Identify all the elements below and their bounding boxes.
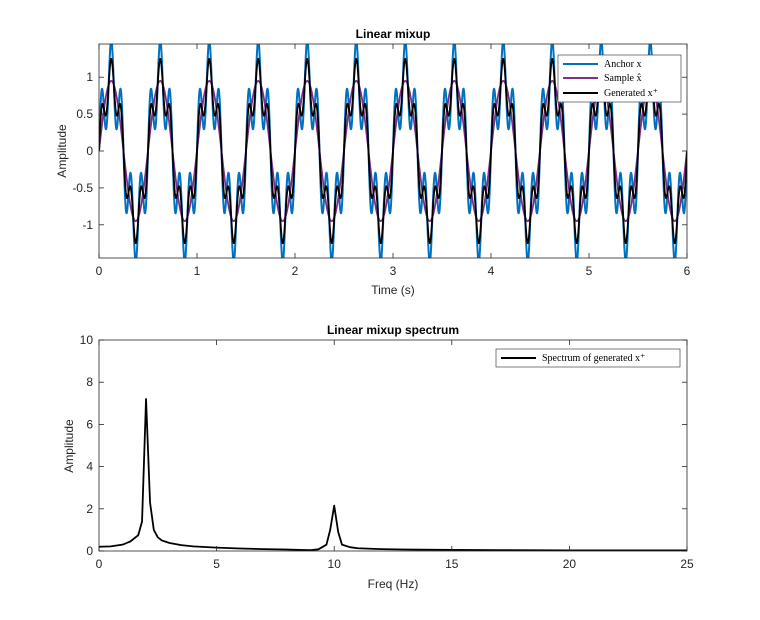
chart-title: Linear mixup bbox=[356, 27, 431, 41]
x-axis-label: Freq (Hz) bbox=[368, 577, 419, 591]
y-axis-label: Amplitude bbox=[62, 419, 76, 473]
time-domain-plot: 0 1 2 3 4 5 6 -1 -0.5 0 0.5 1 Linear mixup Time (s)… bbox=[55, 27, 691, 297]
legend-entry-sample: Sample x̂ bbox=[604, 73, 642, 84]
y-axis-label: Amplitude bbox=[55, 124, 69, 178]
y-tick-label: 0 bbox=[86, 544, 93, 558]
series-line-2 bbox=[99, 57, 687, 245]
legend: Spectrum of generated x⁺ bbox=[495, 348, 681, 368]
plot-area bbox=[99, 340, 687, 551]
y-tick-label: 1 bbox=[86, 70, 93, 84]
x-tick-label: 2 bbox=[292, 264, 299, 278]
x-tick-label: 3 bbox=[390, 264, 397, 278]
y-tick-label: 4 bbox=[86, 460, 93, 474]
x-tick-label: 10 bbox=[328, 557, 342, 571]
x-tick-label: 0 bbox=[96, 557, 103, 571]
x-tick-label: 25 bbox=[680, 557, 694, 571]
y-tick-label: -0.5 bbox=[72, 181, 93, 195]
y-tick-label: 0.5 bbox=[76, 107, 93, 121]
x-tick-label: 5 bbox=[586, 264, 593, 278]
legend-entry-anchor: Anchor x bbox=[604, 59, 642, 70]
y-tick-label: 0 bbox=[86, 144, 93, 158]
y-tick-label: 2 bbox=[86, 502, 93, 516]
chart-title: Linear mixup spectrum bbox=[327, 323, 459, 337]
y-tick-label: 8 bbox=[86, 375, 93, 389]
x-tick-label: 15 bbox=[445, 557, 459, 571]
y-tick-label: 6 bbox=[86, 417, 93, 431]
y-tick-label: 10 bbox=[80, 333, 94, 347]
legend-entry-spectrum: Spectrum of generated x⁺ bbox=[542, 353, 645, 364]
x-tick-label: 6 bbox=[684, 264, 691, 278]
x-tick-label: 0 bbox=[96, 264, 103, 278]
x-tick-label: 5 bbox=[213, 557, 220, 571]
series-line-0 bbox=[99, 398, 687, 551]
x-axis-label: Time (s) bbox=[371, 283, 415, 297]
x-tick-label: 4 bbox=[488, 264, 495, 278]
x-tick-label: 20 bbox=[563, 557, 577, 571]
y-tick-label: -1 bbox=[82, 218, 93, 232]
legend: Anchor x Sample x̂ Generated x⁺ bbox=[557, 54, 682, 103]
legend-box bbox=[495, 348, 681, 368]
x-tick-label: 1 bbox=[194, 264, 201, 278]
axes-box bbox=[98, 339, 688, 552]
legend-entry-generated: Generated x⁺ bbox=[604, 88, 658, 99]
